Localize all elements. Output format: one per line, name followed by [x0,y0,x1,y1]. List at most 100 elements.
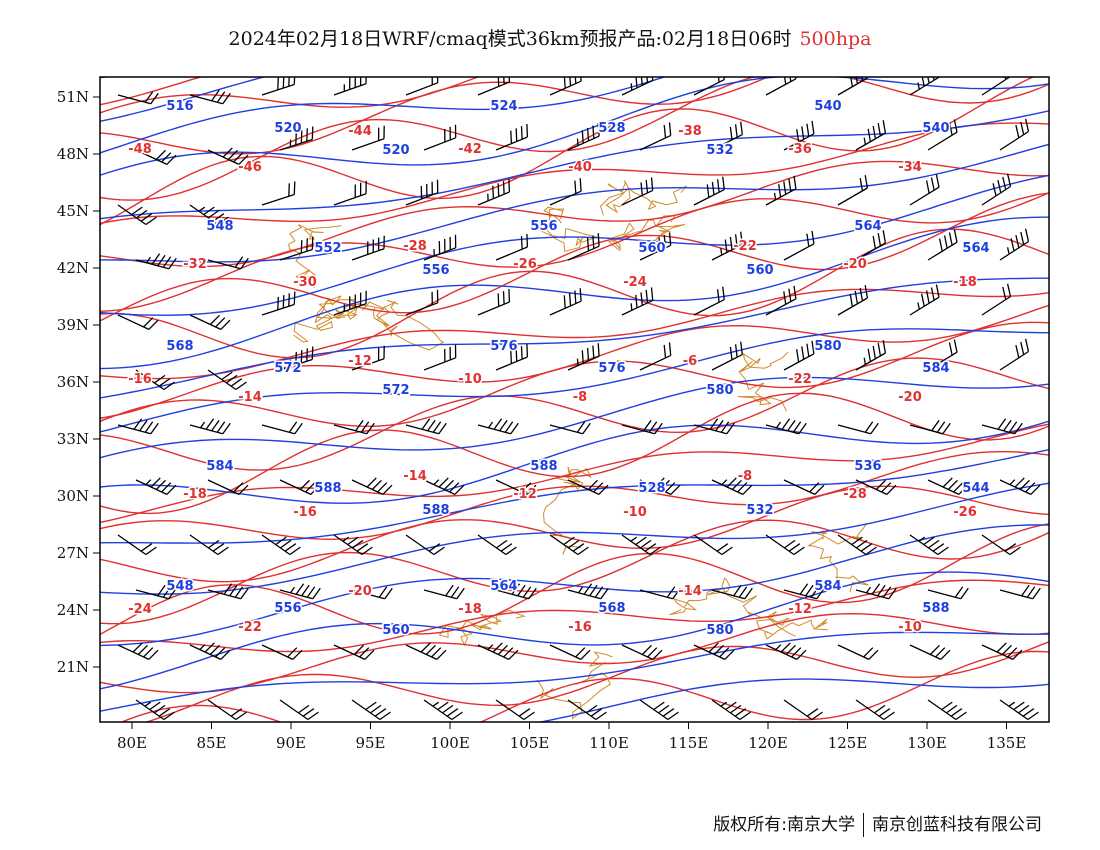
wind-barb [261,291,296,316]
height-contour [100,77,267,123]
height-contour [100,143,1049,263]
wind-barb [351,586,393,600]
height-contour [100,110,1049,220]
wind-barb [405,534,445,556]
lat-tick-label: 48N [57,145,89,163]
height-label: 544 [962,481,989,496]
wind-barb [423,477,465,495]
temperature-label: -24 [623,275,647,290]
temperature-contour [100,191,1049,313]
lat-tick-label: 51N [57,88,89,106]
temperature-label: -8 [738,469,752,484]
height-contour [100,631,1049,712]
wind-barb [909,284,940,316]
temperature-contour [100,357,1049,471]
height-contour [100,482,1049,595]
wind-barb [117,418,159,435]
wind-barb [207,479,249,495]
height-contour [537,678,1049,722]
temperature-contour [100,77,204,106]
wind-barb [207,369,247,391]
wind-barb [477,534,517,556]
height-label: 548 [166,579,193,594]
temperature-contour [100,77,480,114]
wind-barb [117,534,157,556]
wind-barb [693,534,733,556]
wind-barb [189,418,231,435]
wind-barb [207,583,249,600]
wind-barb [639,232,672,261]
temperature-label: -22 [733,239,757,254]
lon-tick-label: 115E [669,734,709,752]
wind-barb [279,346,314,371]
temperature-label: -10 [458,372,482,387]
temperature-label: -32 [183,257,207,272]
wind-barb [207,147,249,165]
wind-barb [189,314,231,330]
wind-barb [981,534,1021,556]
wind-barb [711,341,743,371]
wind-barb [999,338,1030,371]
height-label: 556 [530,219,557,234]
height-label: 588 [422,503,449,518]
temperature-label: -18 [458,602,482,617]
wind-barb [639,122,672,151]
height-label: 528 [598,121,625,136]
height-label: 528 [638,481,665,496]
boundary-line [438,609,526,647]
height-label: 560 [382,623,409,638]
map-title: 2024年02月18日WRF/cmaq模式36km预报产品:02月18日06时 5… [0,24,1100,51]
height-label: 556 [422,263,449,278]
height-label: 532 [746,503,773,518]
wind-barb [999,699,1039,721]
height-contour [100,420,1049,504]
temperature-contour [100,228,1049,359]
wind-barb [549,644,591,660]
wind-barb [855,340,887,371]
temperature-label: -30 [293,275,317,290]
wind-barb [621,644,663,660]
height-contour [100,571,1049,690]
boundary-line [372,300,445,351]
height-label: 536 [854,459,881,474]
wind-barb [621,177,654,206]
height-label: 516 [166,99,193,114]
temperature-label: -18 [183,487,207,502]
wind-barb [837,534,877,556]
height-label-layer: 516 520 520 524 528 532 540 540 548 552 556 556 560 5… [165,98,991,640]
height-contour [100,174,1049,316]
temperature-label: -28 [403,239,427,254]
temperature-label: -48 [128,142,152,157]
wind-barb [495,479,537,495]
wind-barb [783,699,823,721]
wind-barb [765,77,797,96]
lon-tick-label: 100E [430,734,470,752]
wind-barb [711,699,751,721]
temperature-label: -22 [788,372,812,387]
height-contour [100,77,667,154]
wind-barb [261,421,303,435]
lat-tick-label: 24N [57,601,89,619]
wind-barb [117,642,159,660]
footer-divider [863,813,864,837]
wind-barb [567,479,609,495]
height-label: 548 [206,219,233,234]
copyright-right: 南京创蓝科技有限公司 [872,815,1042,835]
temperature-contour [100,392,1049,515]
wind-barb [855,230,887,261]
height-label: 520 [274,121,301,136]
wind-barb [981,173,1012,206]
wind-barb-layer [117,77,1041,721]
height-label: 540 [814,99,841,114]
temperature-label: -28 [843,487,867,502]
wind-barb [117,91,159,105]
wind-barb [621,534,661,556]
lat-tick-label: 27N [57,544,89,562]
height-label: 560 [638,241,665,256]
temperature-label: -10 [898,620,922,635]
lon-tick-label: 120E [748,734,788,752]
wind-barb [909,77,940,96]
temperature-label: -26 [953,505,977,520]
wind-barb [927,339,958,371]
